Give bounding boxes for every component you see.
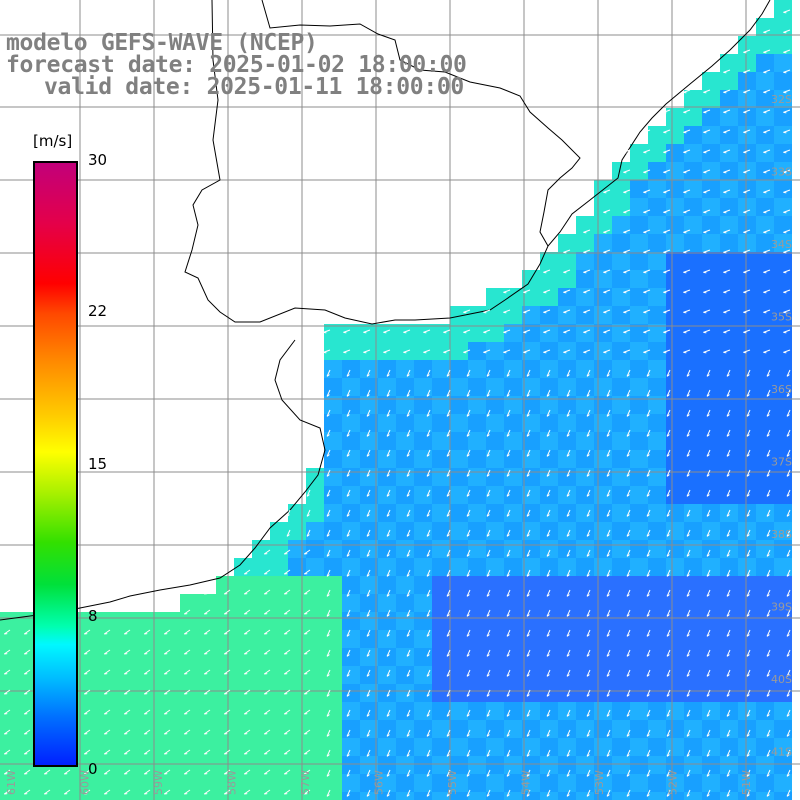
- valid-date: valid date: 2025-01-11 18:00:00: [44, 74, 464, 100]
- lon-label-1: 60W: [79, 770, 92, 795]
- lat-label-7: 39S: [771, 601, 792, 614]
- lat-label-6: 38S: [771, 528, 792, 541]
- colorbar-tick-8: 8: [88, 607, 98, 625]
- lat-label-8: 40S: [771, 673, 792, 686]
- lon-label-3: 58W: [226, 770, 239, 795]
- lon-label-5: 56W: [373, 770, 386, 795]
- wind-arrows: [3, 9, 791, 797]
- forecast-date: forecast date: 2025-01-02 18:00:00: [6, 52, 467, 78]
- lon-label-10: 51W: [740, 770, 753, 795]
- model-title: modelo GEFS-WAVE (NCEP): [6, 30, 318, 56]
- colorbar-unit: [m/s]: [33, 132, 73, 150]
- lon-label-0: 61W: [5, 770, 18, 795]
- lat-label-9: 41S: [771, 746, 792, 759]
- coastline: [184, 0, 771, 325]
- lon-label-7: 54W: [520, 770, 533, 795]
- lat-label-4: 36S: [771, 383, 792, 396]
- colorbar: [33, 161, 78, 767]
- lon-label-8: 53W: [593, 770, 606, 795]
- lat-label-5: 37S: [771, 456, 792, 469]
- lon-label-6: 55W: [446, 770, 459, 795]
- lon-label-4: 57W: [299, 770, 312, 795]
- lat-label-0: 32S: [771, 93, 792, 106]
- lat-label-1: 33S: [771, 166, 792, 179]
- border-line: [261, 0, 581, 247]
- latitude-labels: 32S 33S 34S 35S 36S 37S 38S 39S 40S 41S: [771, 93, 792, 759]
- colorbar-tick-22: 22: [88, 302, 108, 320]
- lon-label-9: 52W: [667, 770, 680, 795]
- longitude-labels: 61W 60W 59W 58W 57W 56W 55W 54W 53W 52W 51W: [5, 770, 753, 795]
- colorbar-tick-0: 0: [88, 760, 98, 778]
- lon-label-2: 59W: [152, 770, 165, 795]
- coastline-south: [0, 339, 326, 621]
- lat-label-2: 34S: [771, 238, 792, 251]
- lat-label-3: 35S: [771, 311, 792, 324]
- colorbar-tick-30: 30: [88, 151, 108, 169]
- colorbar-tick-15: 15: [88, 455, 108, 473]
